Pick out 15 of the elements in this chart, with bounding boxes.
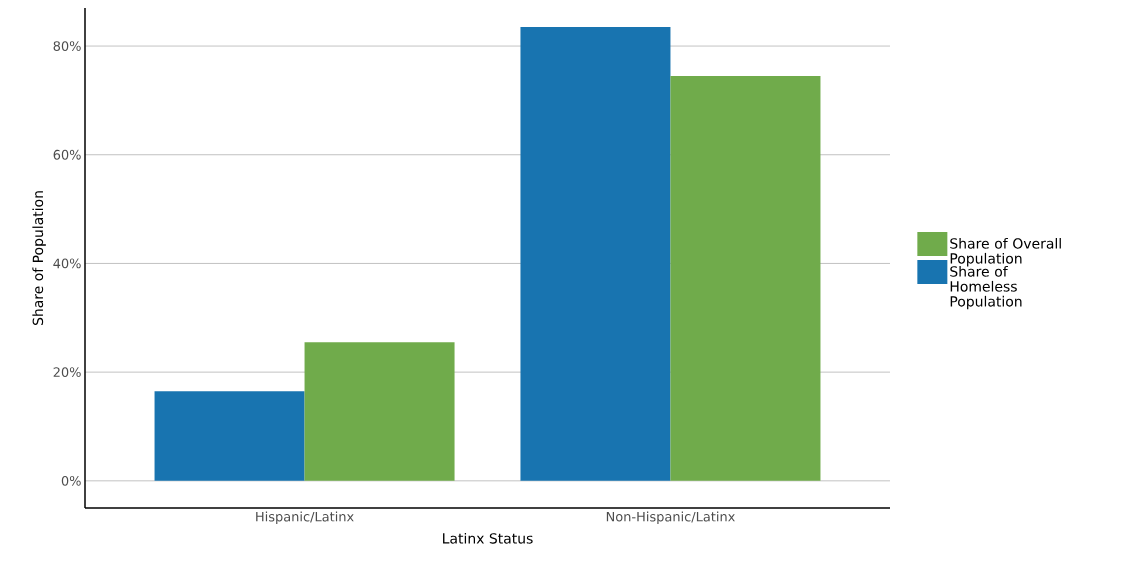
y-tick-label: 0% bbox=[61, 475, 81, 486]
x-axis-title: Latinx Status bbox=[443, 532, 533, 544]
y-tick-label: 40% bbox=[53, 258, 81, 269]
legend-label: Share of Overall Population bbox=[950, 237, 1061, 267]
x-tick-label: Hispanic/Latinx bbox=[256, 511, 354, 525]
y-tick-label: 20% bbox=[53, 367, 81, 378]
legend-label: Share of Homeless Population bbox=[950, 265, 1022, 310]
y-tick-label: 80% bbox=[53, 41, 81, 51]
bar bbox=[154, 391, 305, 481]
bar bbox=[304, 342, 455, 481]
x-tick-label: Non-Hispanic/Latinx bbox=[606, 511, 735, 525]
y-tick-label: 60% bbox=[53, 149, 81, 160]
y-axis-title: Share of Population bbox=[32, 191, 46, 325]
bar bbox=[670, 75, 821, 481]
bar bbox=[520, 27, 671, 481]
